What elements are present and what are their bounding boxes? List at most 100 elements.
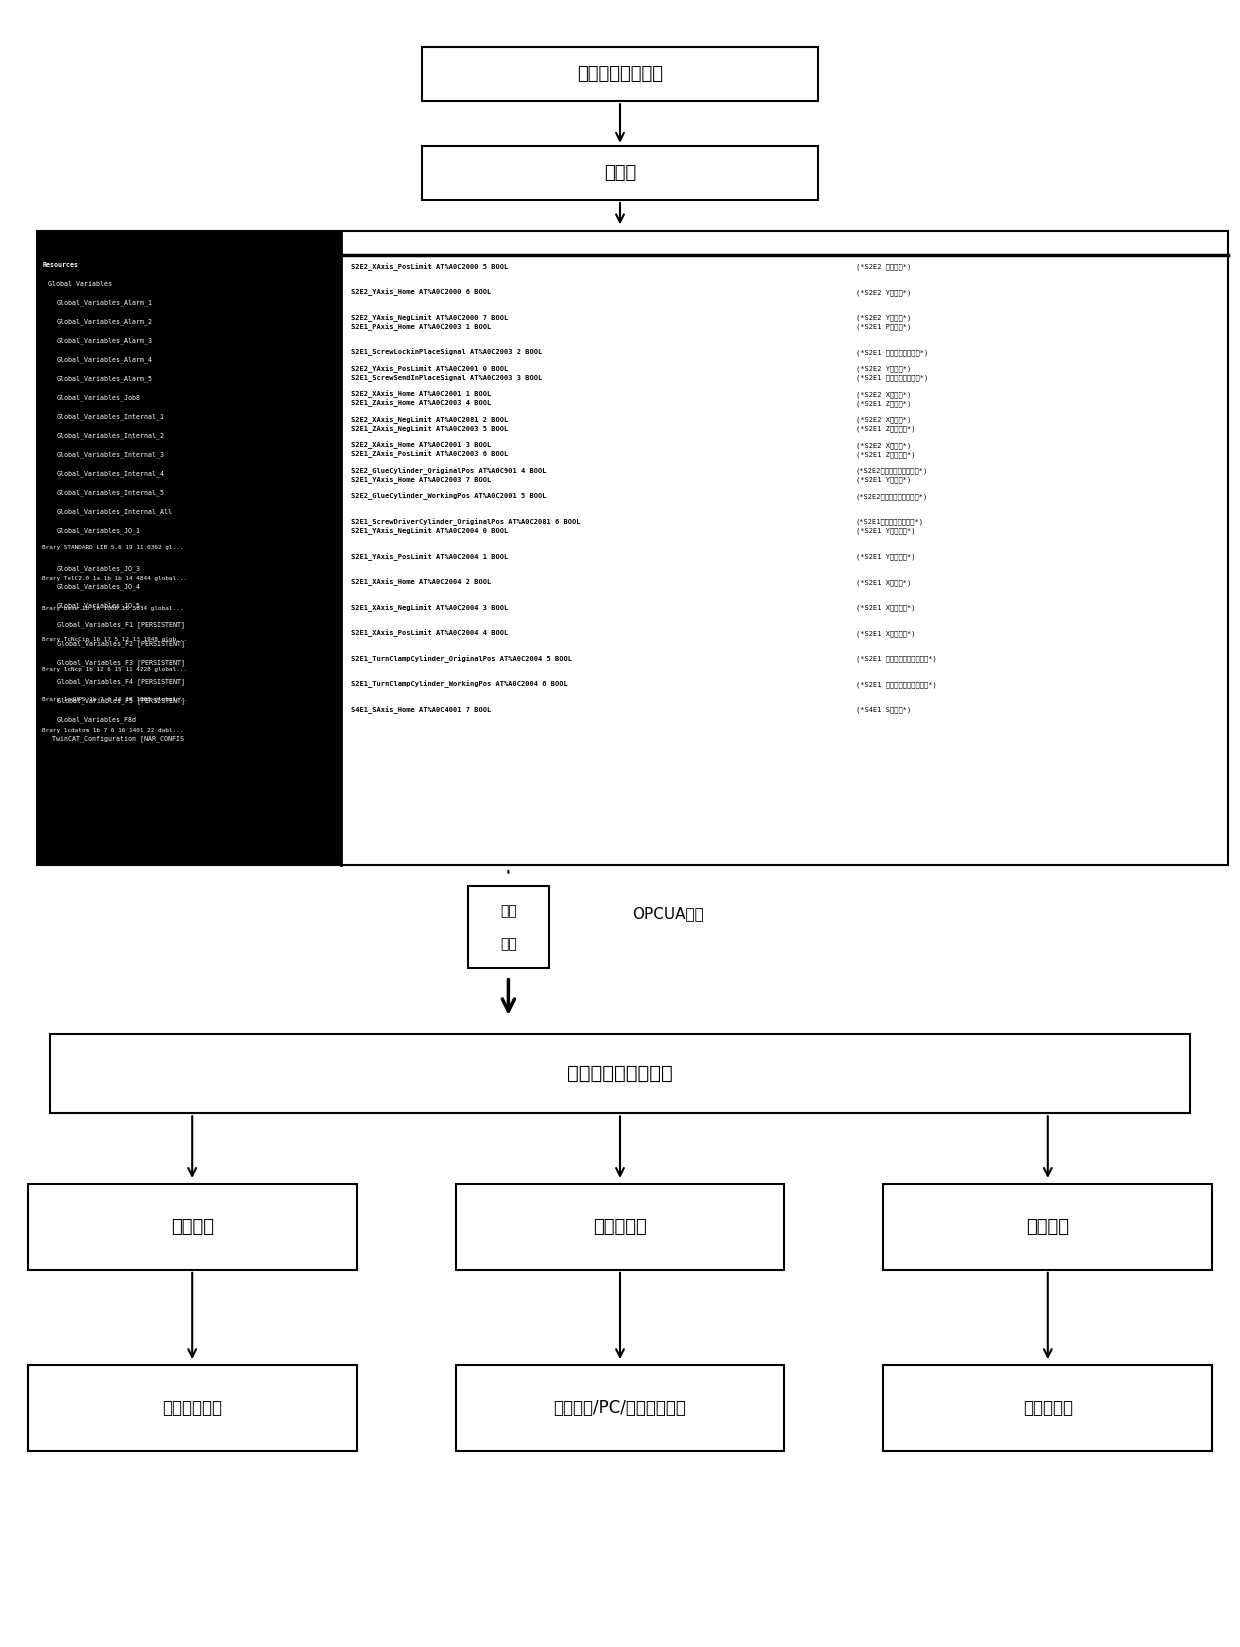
Text: S2E2_GlueCylinder_WorkingPos AT%A0C2001 5 BOOL: S2E2_GlueCylinder_WorkingPos AT%A0C2001 … <box>351 492 547 501</box>
Text: S2E2_XAxis_Home AT%A0C2001 1 BOOL: S2E2_XAxis_Home AT%A0C2001 1 BOOL <box>351 390 491 399</box>
Text: S2E2_XAxis_PosLimit AT%A0C2000 5 BOOL: S2E2_XAxis_PosLimit AT%A0C2000 5 BOOL <box>351 264 508 270</box>
Text: OPCUA协议: OPCUA协议 <box>632 906 704 922</box>
Text: Global_Variables_F3 [PERSISTENT]: Global_Variables_F3 [PERSISTENT] <box>57 659 185 667</box>
Text: Global_Variables_Internal_4: Global_Variables_Internal_4 <box>57 469 165 478</box>
Text: S2E1_XAxis_Home AT%A0C2004 2 BOOL: S2E1_XAxis_Home AT%A0C2004 2 BOOL <box>351 578 491 586</box>
Text: S2E1_TurnClampCylinder_OriginalPos AT%A0C2004 5 BOOL: S2E1_TurnClampCylinder_OriginalPos AT%A0… <box>351 656 572 662</box>
Text: Global_Variables_F1 [PERSISTENT]: Global_Variables_F1 [PERSISTENT] <box>57 621 185 629</box>
Text: S4E1_SAxis_Home AT%A0C4001 7 BOOL: S4E1_SAxis_Home AT%A0C4001 7 BOOL <box>351 707 491 713</box>
Text: (*S2E2 Y轴原点*): (*S2E2 Y轴原点*) <box>856 288 911 296</box>
Text: Global_Variables_F5 [PERSISTENT]: Global_Variables_F5 [PERSISTENT] <box>57 697 185 705</box>
Text: S2E2_YAxis_NegLimit AT%A0C2000 7 BOOL: S2E2_YAxis_NegLimit AT%A0C2000 7 BOOL <box>351 315 508 321</box>
Text: Brary 1cdatom 1b 7 6 16 1401 22 dabl...: Brary 1cdatom 1b 7 6 16 1401 22 dabl... <box>42 728 184 733</box>
Text: S2E1_XAxis_PosLimit AT%A0C2004 4 BOOL: S2E1_XAxis_PosLimit AT%A0C2004 4 BOOL <box>351 629 508 637</box>
Text: Global_Variables_Alarm_4: Global_Variables_Alarm_4 <box>57 356 153 364</box>
Text: (*S2E1 Y轴负限位*): (*S2E1 Y轴负限位*) <box>856 527 915 535</box>
Text: Global Variables: Global Variables <box>48 282 113 287</box>
Text: 设备控制接口: 设备控制接口 <box>162 1400 222 1416</box>
Text: (*S2E1 Z轴负限位*): (*S2E1 Z轴负限位*) <box>856 425 915 433</box>
Text: (*S2E2点胶头下降气缸原位*): (*S2E2点胶头下降气缸原位*) <box>856 468 928 474</box>
Text: 巡检监控系统服务器: 巡检监控系统服务器 <box>567 1064 673 1084</box>
Text: Global_Variables_Job8: Global_Variables_Job8 <box>57 394 141 402</box>
Bar <box>37 231 341 255</box>
Text: S2E1_ZAxis_PosLimit AT%A0C2003 6 BOOL: S2E1_ZAxis_PosLimit AT%A0C2003 6 BOOL <box>351 451 508 458</box>
Bar <box>456 1365 785 1451</box>
Text: Global_Variables_JO_3: Global_Variables_JO_3 <box>57 565 141 572</box>
Text: (*S2E1 X轴正限位*): (*S2E1 X轴正限位*) <box>856 629 915 637</box>
Text: 设备数据采集接口: 设备数据采集接口 <box>577 66 663 82</box>
Text: (*S2E2 X轴原点*): (*S2E2 X轴原点*) <box>856 390 911 399</box>
Text: S2E1_ZAxis_Home AT%A0C2003 4 BOOL: S2E1_ZAxis_Home AT%A0C2003 4 BOOL <box>351 400 491 407</box>
Text: Global_Variables_Alarm_3: Global_Variables_Alarm_3 <box>57 338 153 344</box>
Bar <box>37 231 1228 865</box>
Text: 分析数据: 分析数据 <box>1027 1219 1069 1235</box>
Bar <box>467 886 548 968</box>
Text: Resources: Resources <box>42 262 78 268</box>
Text: (*S2E1 Y轴正限位*): (*S2E1 Y轴正限位*) <box>856 553 915 560</box>
Text: Global_Variables_Alarm_1: Global_Variables_Alarm_1 <box>57 300 153 306</box>
Text: S2E2_XAxis_Home AT%A0C2001 3 BOOL: S2E2_XAxis_Home AT%A0C2001 3 BOOL <box>351 441 491 450</box>
Text: S2E1_YAxis_Home AT%A0C2003 7 BOOL: S2E1_YAxis_Home AT%A0C2003 7 BOOL <box>351 476 491 484</box>
Text: Global_Variables_F2 [PERSISTENT]: Global_Variables_F2 [PERSISTENT] <box>57 641 185 647</box>
Text: (*S2E1 Z轴原点*): (*S2E1 Z轴原点*) <box>856 400 911 407</box>
Text: S2E1_ScrewLockinPlaceSignal AT%A0C2003 2 BOOL: S2E1_ScrewLockinPlaceSignal AT%A0C2003 2… <box>351 349 542 356</box>
Text: Brary TelC2.0 1a 1b 1b 14 4844 global...: Brary TelC2.0 1a 1b 1b 14 4844 global... <box>42 575 187 581</box>
Text: (*S2E2 X轴原点*): (*S2E2 X轴原点*) <box>856 441 911 450</box>
Text: Brary 1cNcp 1b 12 6 15 11 4228 global...: Brary 1cNcp 1b 12 6 15 11 4228 global... <box>42 667 187 672</box>
Bar <box>422 46 818 102</box>
Text: 移动设备/PC/增强现实设备: 移动设备/PC/增强现实设备 <box>553 1400 687 1416</box>
Text: (*S2E1电批升降气缸原位*): (*S2E1电批升降气缸原位*) <box>856 519 924 525</box>
Bar <box>422 145 818 199</box>
Text: Global_Variables_Internal_3: Global_Variables_Internal_3 <box>57 451 165 458</box>
Bar <box>27 1365 357 1451</box>
Text: S2E1_TurnClampCylinder_WorkingPos AT%A0C2004 6 BOOL: S2E1_TurnClampCylinder_WorkingPos AT%A0C… <box>351 680 568 688</box>
Text: (*S2E1 X轴原点*): (*S2E1 X轴原点*) <box>856 578 911 586</box>
Text: (*S2E1 P轴原点*): (*S2E1 P轴原点*) <box>856 323 911 331</box>
Text: (*S2E1 Y轴原点*): (*S2E1 Y轴原点*) <box>856 476 911 484</box>
Text: Global_Variables_F4 [PERSISTENT]: Global_Variables_F4 [PERSISTENT] <box>57 679 185 685</box>
Text: Global_Variables_Internal_1: Global_Variables_Internal_1 <box>57 413 165 420</box>
Text: S2E1_ZAxis_NegLimit AT%A0C2003 5 BOOL: S2E1_ZAxis_NegLimit AT%A0C2003 5 BOOL <box>351 425 508 433</box>
Text: (*S2E1 翻转夹具夹紧气缸工位*): (*S2E1 翻转夹具夹紧气缸工位*) <box>856 680 936 688</box>
Text: (*S2E2 X轴限位*): (*S2E2 X轴限位*) <box>856 417 911 423</box>
Text: 可视化数据: 可视化数据 <box>593 1219 647 1235</box>
Text: S2E1_PAxis_Home AT%A0C2003 1 BOOL: S2E1_PAxis_Home AT%A0C2003 1 BOOL <box>351 323 491 331</box>
Text: (*S4E1 S轴原点*): (*S4E1 S轴原点*) <box>856 707 911 713</box>
Text: (*S2E2 Y正限位*): (*S2E2 Y正限位*) <box>856 366 911 372</box>
Bar <box>883 1184 1211 1270</box>
Text: S2E2_YAxis_Home AT%A0C2000 6 BOOL: S2E2_YAxis_Home AT%A0C2000 6 BOOL <box>351 288 491 296</box>
Text: 传感器: 传感器 <box>604 165 636 181</box>
Bar <box>27 1184 357 1270</box>
Text: Global_Variables_Alarm_2: Global_Variables_Alarm_2 <box>57 318 153 326</box>
Text: S2E1_XAxis_NegLimit AT%A0C2004 3 BOOL: S2E1_XAxis_NegLimit AT%A0C2004 3 BOOL <box>351 604 508 611</box>
Text: 云服务接口: 云服务接口 <box>1023 1400 1073 1416</box>
Text: 过滤: 过滤 <box>500 937 517 950</box>
Text: Global_Variables_Alarm_5: Global_Variables_Alarm_5 <box>57 376 153 382</box>
Text: S2E1_ScrewDriverCylinder_OriginalPos AT%A0C2081 6 BOOL: S2E1_ScrewDriverCylinder_OriginalPos AT%… <box>351 519 580 525</box>
Text: S2E2_GlueCylinder_OriginalPos AT%A0C901 4 BOOL: S2E2_GlueCylinder_OriginalPos AT%A0C901 … <box>351 468 547 474</box>
Bar <box>50 1034 1190 1113</box>
Text: Global_Variables_Internal_5: Global_Variables_Internal_5 <box>57 489 165 496</box>
Text: S2E1_ScrewSendInPlaceSignal AT%A0C2003 3 BOOL: S2E1_ScrewSendInPlaceSignal AT%A0C2003 3… <box>351 374 542 382</box>
Bar <box>883 1365 1211 1451</box>
Text: Brary STANDARD LIB 5.6 19 11 0362 gl...: Brary STANDARD LIB 5.6 19 11 0362 gl... <box>42 545 184 550</box>
Text: Global_Variables_JO_5: Global_Variables_JO_5 <box>57 603 141 609</box>
Text: Brary base 1b 16 1008 16 5834 global...: Brary base 1b 16 1008 16 5834 global... <box>42 606 184 611</box>
Text: 数据: 数据 <box>500 904 517 917</box>
Text: Global_Variables_Internal_All: Global_Variables_Internal_All <box>57 507 174 516</box>
Text: Brary 1cdUPS 1b 7 6 16 10 1808 global...: Brary 1cdUPS 1b 7 6 16 10 1808 global... <box>42 697 187 703</box>
Text: (*S2E2 Y轴限位*): (*S2E2 Y轴限位*) <box>856 315 911 321</box>
Text: 驱动数据: 驱动数据 <box>171 1219 213 1235</box>
Bar <box>37 231 341 865</box>
Bar <box>456 1184 785 1270</box>
Text: (*S2E1 螺钉锁紧到位信号*): (*S2E1 螺钉锁紧到位信号*) <box>856 349 928 356</box>
Text: Global_Variables_JO_1: Global_Variables_JO_1 <box>57 527 141 534</box>
Text: Global_Variables_JO_4: Global_Variables_JO_4 <box>57 583 141 591</box>
Text: (*S2E1 Z轴正限位*): (*S2E1 Z轴正限位*) <box>856 451 915 458</box>
Text: S2E1_YAxis_PosLimit AT%A0C2004 1 BOOL: S2E1_YAxis_PosLimit AT%A0C2004 1 BOOL <box>351 553 508 560</box>
Text: TwinCAT_Configuration [NAR_CONFIS: TwinCAT_Configuration [NAR_CONFIS <box>52 735 184 743</box>
Text: S2E1_YAxis_NegLimit AT%A0C2004 0 BOOL: S2E1_YAxis_NegLimit AT%A0C2004 0 BOOL <box>351 527 508 535</box>
Text: (*S2E2 正向限位*): (*S2E2 正向限位*) <box>856 264 911 270</box>
Text: S2E2_YAxis_PosLimit AT%A0C2001 0 BOOL: S2E2_YAxis_PosLimit AT%A0C2001 0 BOOL <box>351 366 508 372</box>
Text: Global_Variables_F8d: Global_Variables_F8d <box>57 716 138 723</box>
